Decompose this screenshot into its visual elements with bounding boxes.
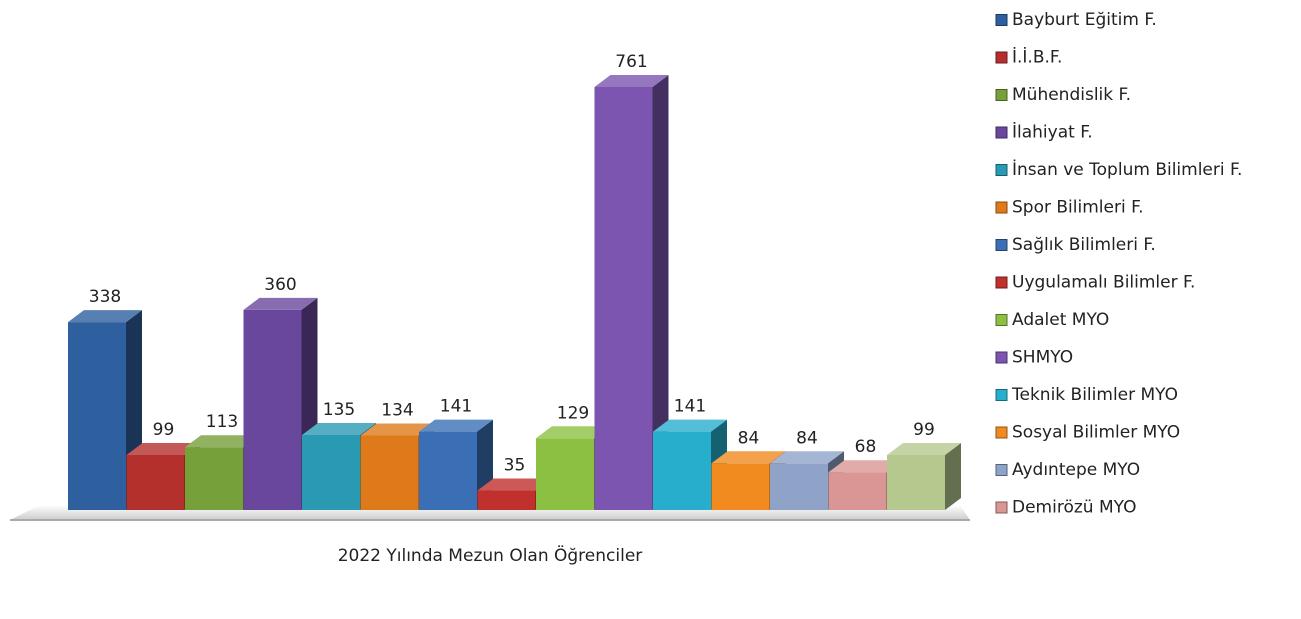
bar [828, 472, 887, 510]
legend-swatch [995, 126, 1008, 139]
value-label: 141 [440, 397, 472, 417]
legend-label: Spor Bilimleri F. [1012, 198, 1144, 218]
value-label: 35 [504, 456, 526, 476]
bar [243, 309, 302, 510]
legend-swatch [995, 426, 1008, 439]
legend-swatch [995, 14, 1008, 26]
value-label: 129 [557, 403, 589, 423]
bar-top [594, 75, 669, 87]
value-label: 113 [206, 412, 238, 432]
bar-top [536, 426, 610, 439]
bar-top [828, 460, 903, 473]
bar-top [419, 419, 493, 432]
bar [594, 87, 653, 510]
legend-label: İ.İ.B.F. [1012, 47, 1062, 68]
legend-label: Sosyal Bilimler MYO [1012, 423, 1180, 443]
bar [302, 434, 360, 510]
legend-swatch [995, 351, 1008, 364]
legend-label: Teknik Bilimler MYO [1011, 385, 1178, 405]
bar-side [945, 442, 961, 510]
value-label: 99 [153, 420, 175, 440]
bar-top [887, 442, 961, 455]
bar-top [477, 478, 552, 491]
value-label: 360 [264, 275, 296, 295]
bar-top [126, 442, 201, 455]
bar [185, 447, 243, 510]
bar [419, 431, 477, 510]
value-label: 84 [796, 428, 818, 448]
legend-swatch [995, 164, 1008, 176]
legend-label: İnsan ve Toplum Bilimleri F. [1012, 159, 1242, 180]
bar [536, 438, 594, 510]
value-label: 99 [913, 420, 935, 440]
legend-label: Adalet MYO [1012, 310, 1109, 330]
bar-top [68, 310, 142, 323]
legend-label: Bayburt Eğitim F. [1012, 10, 1157, 30]
legend-swatch [995, 464, 1008, 476]
bar-top [711, 451, 786, 464]
bar-top [653, 419, 727, 432]
value-label: 761 [615, 52, 647, 72]
bar [477, 490, 536, 510]
bar-top [185, 435, 259, 448]
bar-top [243, 297, 318, 310]
legend-label: Mühendislik F. [1012, 85, 1131, 105]
bar [887, 454, 945, 510]
legend-swatch [995, 239, 1008, 251]
bar [126, 454, 185, 510]
value-label: 134 [381, 401, 413, 421]
bar [68, 322, 126, 510]
bar [711, 463, 770, 510]
legend-swatch [995, 276, 1008, 289]
legend-swatch [995, 201, 1008, 214]
legend-label: SHMYO [1012, 348, 1073, 368]
legend-swatch [995, 314, 1008, 326]
bar [770, 463, 828, 510]
bar-top [770, 451, 844, 464]
legend-swatch [995, 501, 1008, 514]
legend-label: Sağlık Bilimleri F. [1012, 235, 1156, 255]
bar [360, 435, 419, 510]
bar [653, 431, 711, 510]
bar-side [652, 75, 669, 510]
legend-label: Demirözü MYO [1012, 498, 1136, 518]
legend-swatch [995, 51, 1008, 64]
x-axis-label: 2022 Yılında Mezun Olan Öğrenciler [338, 544, 643, 566]
value-label: 338 [89, 287, 121, 307]
value-label: 135 [323, 400, 355, 420]
legend-label: Aydıntepe MYO [1012, 460, 1140, 480]
legend-swatch [995, 89, 1008, 101]
legend-label: Uygulamalı Bilimler F. [1012, 273, 1195, 293]
legend-swatch [995, 389, 1008, 401]
value-label: 68 [855, 437, 877, 457]
bar-top [302, 422, 376, 435]
value-label: 141 [674, 397, 706, 417]
legend-label: İlahiyat F. [1012, 122, 1093, 143]
bar-top [360, 423, 435, 436]
value-label: 84 [738, 428, 760, 448]
